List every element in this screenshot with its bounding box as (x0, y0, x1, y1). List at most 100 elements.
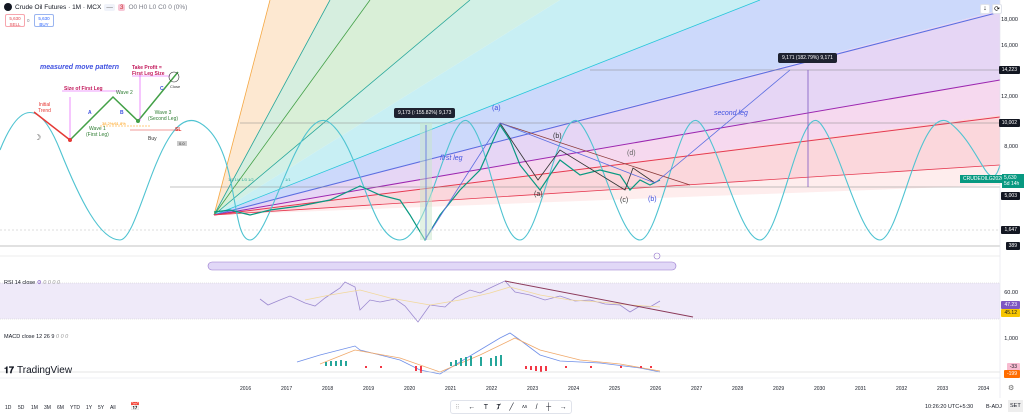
brand-name: TradingView (17, 365, 73, 376)
reset-chart-button[interactable]: ⟳ (992, 4, 1002, 14)
time-tick: 2027 (691, 386, 703, 392)
goto-date-icon[interactable]: 📅 (130, 402, 140, 411)
wave2-label: Wave 2 (116, 90, 133, 96)
range-3m[interactable]: 3M (44, 405, 51, 411)
rsi-axis-label: 60.00 (1004, 290, 1018, 296)
interval-pill[interactable]: — (104, 3, 115, 11)
scroll-to-realtime-button[interactable]: ↓ (980, 4, 990, 14)
wave-d-label: (d) (627, 150, 636, 157)
close-label: Close (170, 84, 181, 89)
drag-handle-icon[interactable]: ⠿ (455, 404, 460, 411)
sell-button[interactable]: 5,630 SELL (5, 14, 25, 27)
tv-logo-icon: 𝟏𝟕 (4, 365, 15, 375)
settlement-toggle[interactable]: SET (1008, 400, 1023, 412)
time-tick: 2017 (281, 386, 293, 392)
range-6m[interactable]: 6M (57, 405, 64, 411)
wave-c-label: (c) (620, 197, 629, 204)
time-tick: 2022 (486, 386, 498, 392)
adjustment-toggle[interactable]: B-ADJ (986, 404, 1002, 410)
macd-axis-label: 1,000 (1004, 336, 1018, 342)
rsi-ma-tag: 45.12 (1001, 309, 1020, 317)
price-level-tag: 1,647 (1001, 226, 1020, 234)
initial-trend-label: Initial Trend (38, 102, 51, 114)
small-box: 0.0 (177, 141, 187, 146)
time-tick: 2025 (609, 386, 621, 392)
wave-a-low-label: (a) (534, 191, 543, 198)
fan-ratio-labels: 1/8 1/4 1/3 1/2 (228, 177, 254, 182)
range-1m[interactable]: 1M (31, 405, 38, 411)
time-tick: 2020 (404, 386, 416, 392)
arrow-down-icon: ↓ (983, 5, 987, 12)
time-tick: 2028 (732, 386, 744, 392)
wave-b-label: (b) (553, 133, 562, 140)
wave-a-top-label: (a) (492, 105, 501, 112)
horizontal-ray-icon[interactable]: ← (468, 403, 476, 411)
price-axis-label: 18,000 (1001, 17, 1018, 23)
buy-label: Buy (148, 136, 157, 142)
ray-icon[interactable]: / (535, 403, 538, 411)
price-level-tag: 14,223 (998, 66, 1020, 74)
pattern-icon[interactable]: ᴧᴧ (522, 404, 528, 410)
time-tick: 2032 (896, 386, 908, 392)
range-all[interactable]: All (110, 405, 116, 411)
axis-settings-icon[interactable]: ⚙ (1008, 385, 1015, 392)
tradingview-logo[interactable]: 𝟏𝟕 TradingView (4, 365, 72, 376)
trend-line-icon[interactable]: ╱ (509, 404, 514, 411)
range-ytd[interactable]: YTD (70, 405, 80, 411)
symbol-legend[interactable]: Crude Oil Futures · 1M · MCX — 3 O0 H0 L… (4, 3, 187, 11)
time-tick: 2016 (240, 386, 252, 392)
rsi-legend[interactable]: RSI 14 close ⚙ 0 0 0 0 (4, 280, 60, 286)
wave1-label: Wave 1 (First Leg) (86, 126, 109, 138)
horizontal-line-icon[interactable]: → (559, 403, 567, 411)
rsi-settings-icon[interactable]: ⚙ (36, 280, 42, 286)
range-1y[interactable]: 1Y (86, 405, 93, 411)
flag-pill[interactable]: 3 (117, 3, 126, 11)
measure-label-second: 9,171 (182.79%) 9,171 (778, 53, 837, 63)
buy-label: BUY (39, 21, 49, 27)
range-1d[interactable]: 1D (5, 405, 12, 411)
price-axis-label: 16,000 (1001, 43, 1018, 49)
macd-legend[interactable]: MACD close 12 26 9 0 0 0 (4, 334, 68, 340)
ohlc-values: O0 H0 L0 C0 0 (0%) (128, 3, 188, 11)
macd-signal-tag: -33 (1006, 363, 1020, 371)
time-tick: 2026 (650, 386, 662, 392)
bar-countdown: 5d 14h (1004, 181, 1020, 187)
last-price-tag: 5,630 5d 14h (1002, 174, 1024, 188)
time-tick: 2034 (978, 386, 990, 392)
time-tick: 2033 (937, 386, 949, 392)
range-5d[interactable]: 5D (18, 405, 25, 411)
buy-button[interactable]: 5,630 BUY (34, 14, 54, 27)
sell-price: 5,630 (9, 16, 21, 21)
point-b-label: B (120, 110, 124, 116)
symbol-logo-icon (4, 3, 12, 11)
text-icon[interactable]: T (483, 403, 489, 411)
time-tick: 2023 (527, 386, 539, 392)
wave3-label: Wave 3 (Second Leg) (148, 110, 179, 122)
symbol-badge: CRUDEOILG2026 (960, 175, 1007, 183)
macd-value-tag: -199 (1003, 370, 1020, 378)
price-axis-label: 8,000 (1004, 144, 1018, 150)
wave-b2-label: (b) (648, 196, 657, 203)
stop-loss-label: SL (175, 127, 182, 133)
first-leg-label: first leg (440, 155, 463, 162)
spread-value: 0 (27, 18, 30, 23)
fan-ratio-label: 1/1 (285, 177, 291, 182)
point-a-label: A (88, 110, 92, 116)
vertical-line-icon[interactable]: ┼ (546, 403, 552, 411)
first-leg-size-label: Size of First Leg (64, 86, 103, 92)
price-level-tag: 389 (1005, 242, 1020, 250)
fib-label: 38.2%/61.8% (102, 121, 126, 126)
sell-label: SELL (9, 21, 21, 27)
clock[interactable]: 10:26:20 UTC+5:30 (925, 404, 974, 410)
time-tick: 2021 (445, 386, 457, 392)
range-5y[interactable]: 5Y (98, 405, 105, 411)
symbol-title[interactable]: Crude Oil Futures · 1M · MCX (15, 3, 102, 11)
take-profit-label: Take Profit = First Leg Size (132, 65, 165, 77)
rsi-title: RSI 14 close (4, 280, 36, 286)
pattern-title: measured move pattern (40, 64, 119, 71)
refresh-icon: ⟳ (994, 6, 1000, 13)
price-level-tag: 10,002 (998, 119, 1020, 127)
anchored-text-icon[interactable]: Ⱦ (496, 403, 501, 411)
macd-title: MACD close 12 26 9 (4, 334, 55, 340)
